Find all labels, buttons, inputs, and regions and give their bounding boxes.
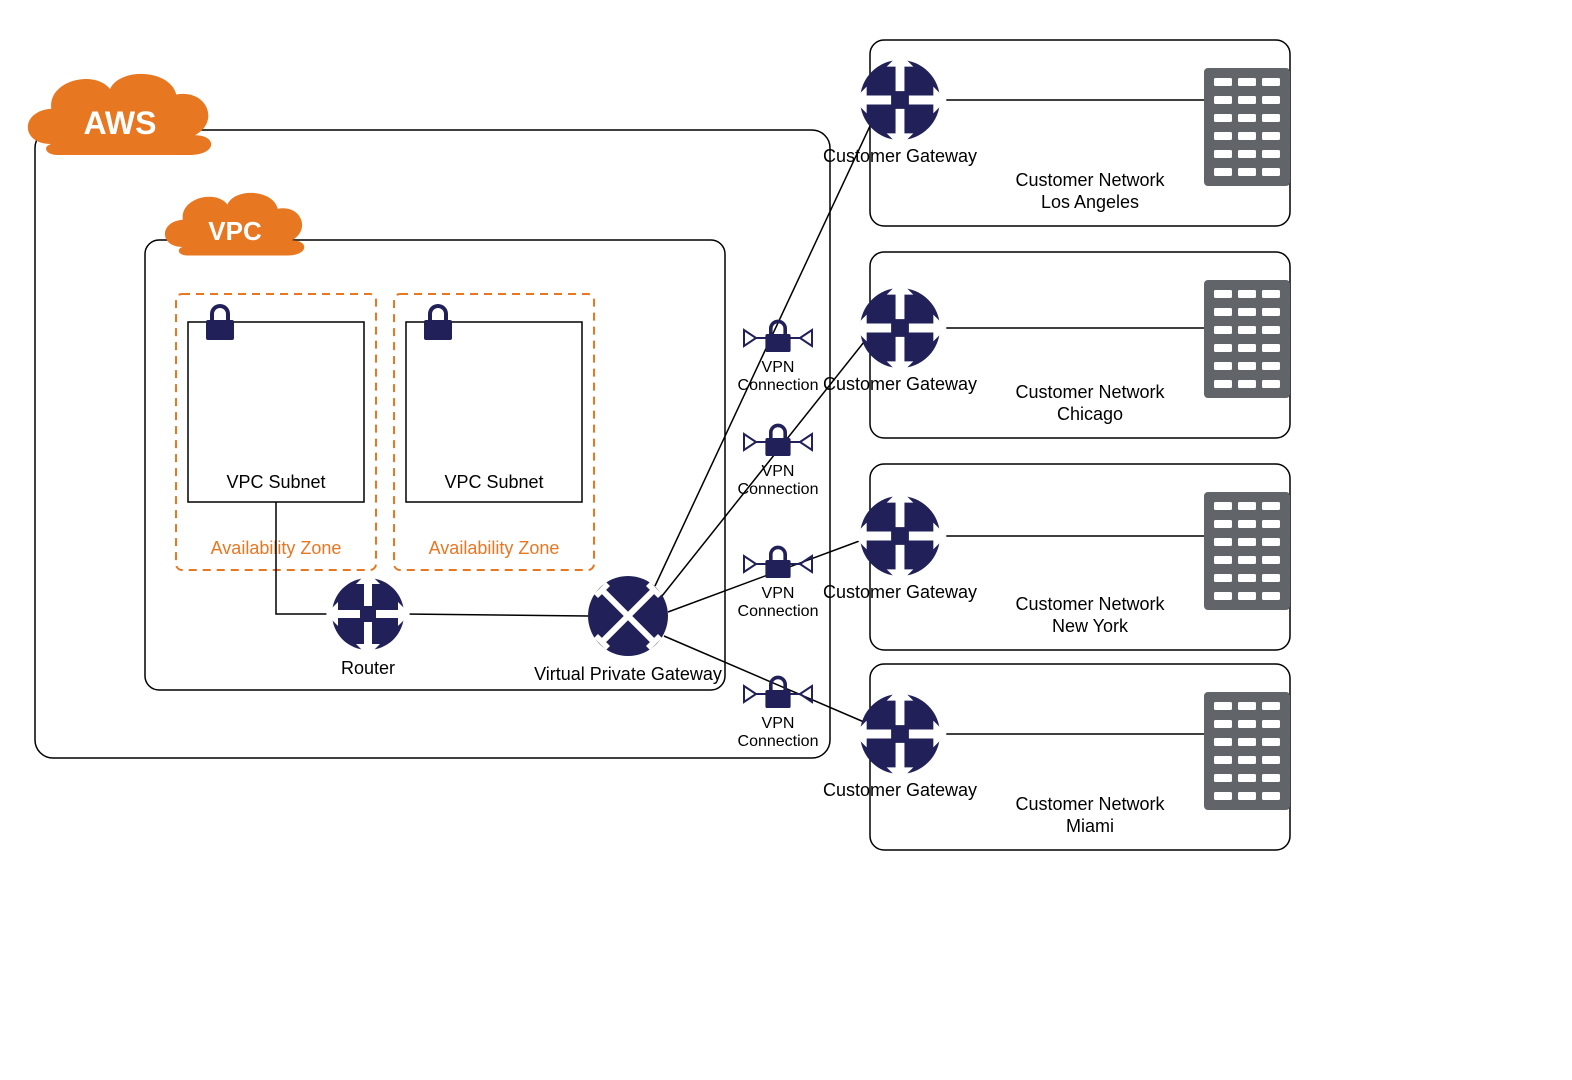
customer-gateway-label: Customer Gateway bbox=[823, 780, 977, 800]
connection-line bbox=[404, 614, 588, 616]
vpn-connection-label: VPN bbox=[762, 359, 795, 376]
customer-gateway-icon bbox=[853, 489, 946, 582]
vpn-connection-label: VPN bbox=[762, 715, 795, 732]
customer-network-label: Customer Network bbox=[1015, 170, 1165, 190]
customer-gateway-icon bbox=[853, 281, 946, 374]
vpn-connection-label2: Connection bbox=[738, 603, 819, 620]
vpn-connection-label2: Connection bbox=[738, 481, 819, 498]
router-icon bbox=[326, 572, 410, 656]
vpc-subnet-label: VPC Subnet bbox=[444, 472, 543, 492]
server-icon bbox=[1204, 692, 1290, 810]
customer-network-label: Customer Network bbox=[1015, 382, 1165, 402]
lock-icon bbox=[206, 304, 234, 340]
customer-gateway-icon bbox=[853, 687, 946, 780]
connection-line bbox=[276, 502, 332, 614]
aws-cloud-label: AWS bbox=[84, 105, 157, 141]
vpn-connection-icon bbox=[744, 424, 812, 456]
vpc-cloud-label: VPC bbox=[208, 216, 262, 246]
vpn-connection-icon bbox=[744, 546, 812, 578]
vpn-connection-label2: Connection bbox=[738, 733, 819, 750]
server-icon bbox=[1204, 280, 1290, 398]
customer-network-city: New York bbox=[1052, 616, 1129, 636]
customer-network-label: Customer Network bbox=[1015, 794, 1165, 814]
server-icon bbox=[1204, 492, 1290, 610]
availability-zone-label: Availability Zone bbox=[429, 538, 560, 558]
customer-gateway-label: Customer Gateway bbox=[823, 374, 977, 394]
vpn-connection-icon bbox=[744, 676, 812, 708]
vpn-connection-label: VPN bbox=[762, 585, 795, 602]
customer-network-city: Chicago bbox=[1057, 404, 1123, 424]
customer-gateway-label: Customer Gateway bbox=[823, 582, 977, 602]
vpc-subnet-label: VPC Subnet bbox=[226, 472, 325, 492]
customer-network-city: Miami bbox=[1066, 816, 1114, 836]
customer-network-label: Customer Network bbox=[1015, 594, 1165, 614]
router-label: Router bbox=[341, 658, 395, 678]
vpn-connection-label2: Connection bbox=[738, 377, 819, 394]
customer-network-city: Los Angeles bbox=[1041, 192, 1139, 212]
lock-icon bbox=[424, 304, 452, 340]
customer-gateway-label: Customer Gateway bbox=[823, 146, 977, 166]
server-icon bbox=[1204, 68, 1290, 186]
vpg-icon bbox=[588, 576, 668, 656]
vpg-label: Virtual Private Gateway bbox=[534, 664, 722, 684]
connection-line bbox=[655, 126, 870, 586]
vpn-connection-label: VPN bbox=[762, 463, 795, 480]
